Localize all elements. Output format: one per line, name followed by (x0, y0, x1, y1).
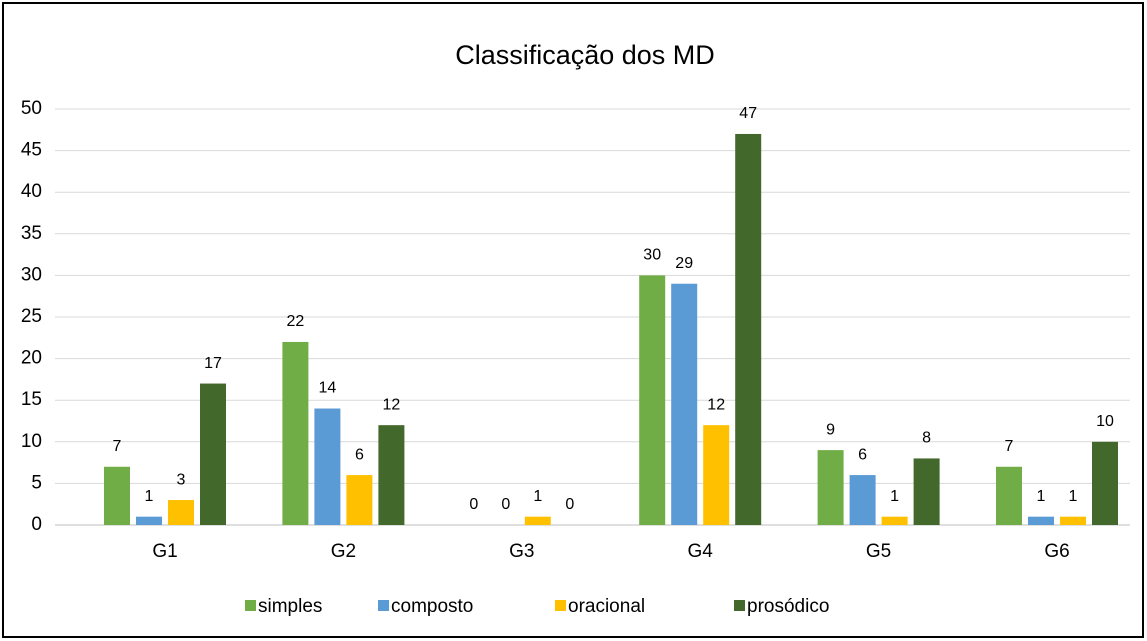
value-label: 0 (501, 496, 510, 513)
value-label: 1 (533, 488, 542, 505)
value-label: 47 (739, 105, 757, 122)
legend-label: prosódico (747, 596, 829, 617)
value-label: 7 (113, 438, 122, 455)
value-label: 10 (1096, 413, 1114, 430)
bar (282, 341, 309, 525)
bar (735, 133, 762, 525)
legend-swatch (378, 600, 389, 611)
value-label: 9 (826, 421, 835, 438)
value-label: 1 (890, 488, 899, 505)
y-tick-label: 15 (21, 389, 42, 410)
value-label: 1 (145, 488, 154, 505)
y-tick-label: 20 (21, 348, 42, 369)
x-tick-label: G5 (866, 541, 891, 562)
y-tick-label: 50 (21, 98, 42, 119)
value-label: 7 (1005, 438, 1014, 455)
y-tick-label: 10 (21, 431, 42, 452)
x-tick-label: G4 (688, 541, 714, 562)
legend-swatch (555, 600, 566, 611)
value-label: 1 (1037, 488, 1046, 505)
y-tick-label: 35 (21, 223, 42, 244)
bar (881, 516, 908, 525)
value-label: 0 (469, 496, 478, 513)
bar (639, 275, 666, 525)
bar (524, 516, 551, 525)
bar (996, 466, 1022, 525)
bar (1028, 516, 1054, 525)
bar (817, 450, 844, 525)
bar (378, 425, 405, 525)
bar (314, 408, 341, 525)
bar (913, 458, 940, 525)
x-tick-label: G2 (331, 541, 356, 562)
value-label: 8 (922, 430, 931, 447)
value-label: 6 (355, 446, 364, 463)
value-label: 14 (319, 380, 337, 397)
value-label: 12 (383, 396, 401, 413)
value-label: 3 (177, 471, 186, 488)
y-tick-label: 25 (21, 306, 42, 327)
bar (200, 383, 226, 525)
bar (1060, 516, 1086, 525)
value-label: 6 (858, 446, 867, 463)
y-tick-label: 45 (21, 140, 42, 161)
y-tick-label: 40 (21, 181, 42, 202)
legend-label: simples (258, 596, 322, 617)
value-label: 29 (675, 255, 693, 272)
bar (346, 475, 373, 525)
value-label: 12 (707, 396, 725, 413)
chart-title: Classificação dos MD (455, 40, 715, 70)
x-tick-label: G1 (152, 541, 177, 562)
bar (104, 466, 130, 525)
bar (703, 425, 730, 525)
bar (168, 500, 194, 525)
y-tick-label: 30 (21, 264, 42, 285)
value-label: 22 (287, 313, 305, 330)
bar (849, 475, 876, 525)
y-tick-label: 0 (31, 514, 42, 535)
legend-label: oracional (568, 596, 645, 617)
x-tick-label: G6 (1044, 541, 1069, 562)
value-label: 0 (565, 496, 574, 513)
value-label: 30 (643, 247, 661, 264)
bar (136, 516, 162, 525)
legend-swatch (734, 600, 745, 611)
legend-label: composto (391, 596, 473, 617)
value-label: 17 (204, 355, 222, 372)
x-tick-label: G3 (509, 541, 534, 562)
bar (1092, 441, 1118, 525)
y-tick-label: 5 (31, 472, 42, 493)
value-label: 1 (1069, 488, 1078, 505)
legend-swatch (245, 600, 256, 611)
bar (671, 283, 698, 525)
